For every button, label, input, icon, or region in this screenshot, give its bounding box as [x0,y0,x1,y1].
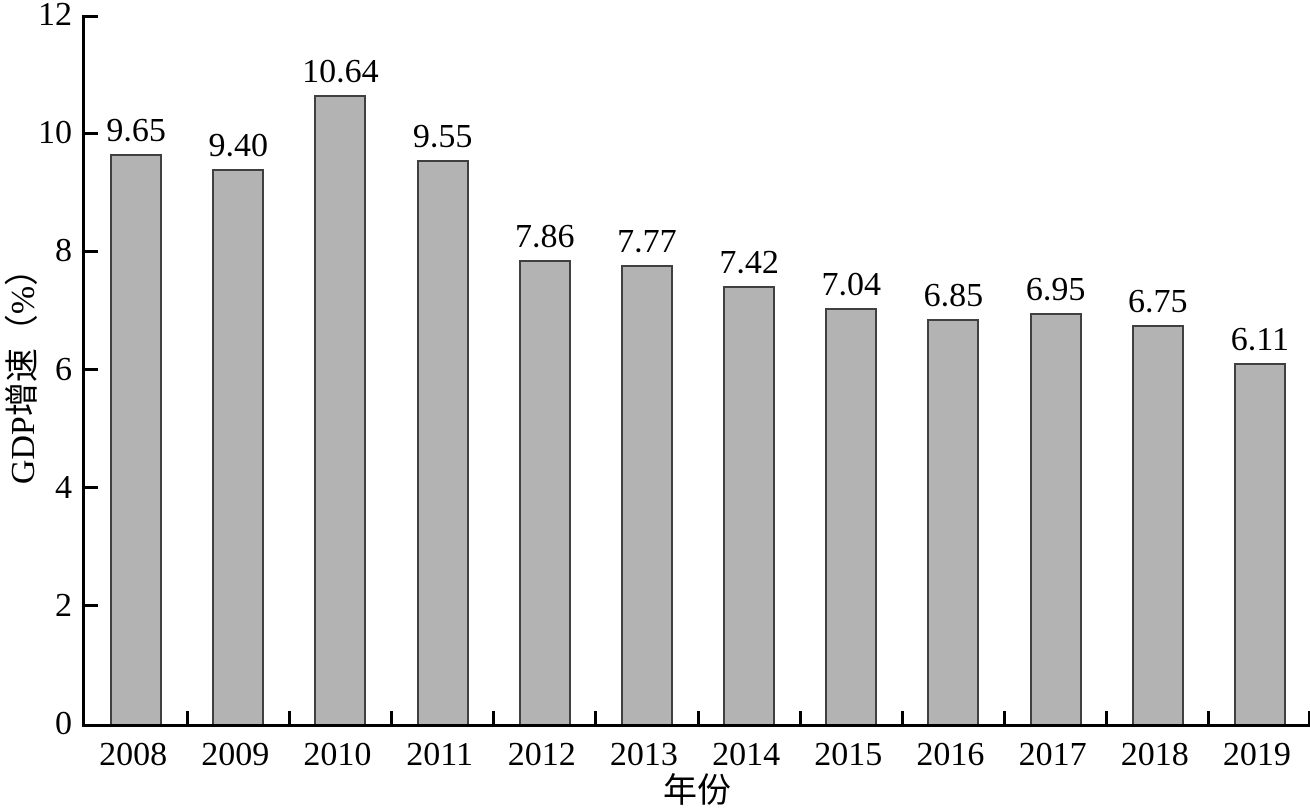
bar-2012 [518,259,571,724]
x-tick [390,711,393,724]
x-tick [1207,711,1211,724]
y-tick-label: 8 [55,232,72,270]
x-tick-label: 2019 [1222,736,1291,773]
bar-value-label: 9.55 [412,117,473,155]
x-tick [594,711,598,724]
x-tick-label: 2014 [712,736,781,773]
bar-2018 [1131,325,1184,724]
x-tick-label: 2018 [1120,736,1189,773]
x-tick-label: 2008 [99,736,168,773]
plot-area: 9.65 9.40 10.64 9.55 7.86 7.77 7.42 7.04 6.85 6.9… [82,15,1310,727]
y-tick-label: 2 [55,586,72,624]
bar-value-label: 6.75 [1128,283,1188,321]
bar-value-label: 6.11 [1230,321,1290,359]
x-tick-label: 2016 [916,736,985,773]
x-tick [696,711,700,724]
x-tick [185,711,189,724]
x-tick [1105,711,1109,724]
x-tick-label: 2013 [609,736,678,773]
bar-2017 [1029,313,1082,724]
bar-2010 [314,95,367,724]
bar-value-label: 7.77 [617,222,677,260]
y-tick-label: 0 [55,705,72,742]
bar-value-label: 9.40 [208,126,269,164]
y-tick-label: 4 [55,468,72,506]
y-tick [85,368,98,371]
x-tick [287,711,291,724]
y-tick-label: 6 [55,350,72,388]
y-tick-label: 10 [38,114,72,152]
x-tick-label: 2011 [406,736,473,773]
y-tick [85,15,98,18]
bar-value-label: 9.65 [106,111,166,149]
bar-value-label: 7.42 [719,243,779,281]
y-tick [85,131,98,135]
bar-value-label: 6.95 [1025,271,1086,309]
bar-2008 [110,153,163,724]
x-tick [900,711,904,724]
x-tick [1308,711,1310,724]
bar-value-label: 10.64 [302,53,379,91]
bar-2009 [212,168,265,724]
x-tick-label: 2012 [507,736,576,773]
y-tick [85,486,98,490]
bar-value-label: 6.85 [923,277,984,315]
bar-2011 [416,159,469,724]
bar-2019 [1233,363,1286,724]
bar-2015 [825,308,878,724]
x-tick-label: 2010 [303,736,372,773]
x-axis-title: 年份 [663,773,731,810]
bar-2014 [723,285,776,724]
bar-2016 [927,319,980,724]
x-tick [1003,711,1006,724]
x-tick [798,711,802,724]
y-tick-label: 12 [38,0,72,33]
y-tick [85,249,98,253]
y-tick [85,604,98,608]
x-tick [492,711,496,724]
bar-2013 [620,264,673,724]
x-axis-tick-labels: 2008 2009 2010 2011 2012 2013 2014 2015 2016 2017… [82,737,1308,775]
x-tick-label: 2015 [814,736,883,773]
x-tick-label: 2017 [1018,736,1087,773]
x-tick-label: 2009 [201,736,270,773]
bar-value-label: 7.04 [821,266,882,304]
y-axis-tick-labels: 0 2 4 6 8 10 12 [0,0,72,742]
bar-value-label: 7.86 [515,217,575,255]
